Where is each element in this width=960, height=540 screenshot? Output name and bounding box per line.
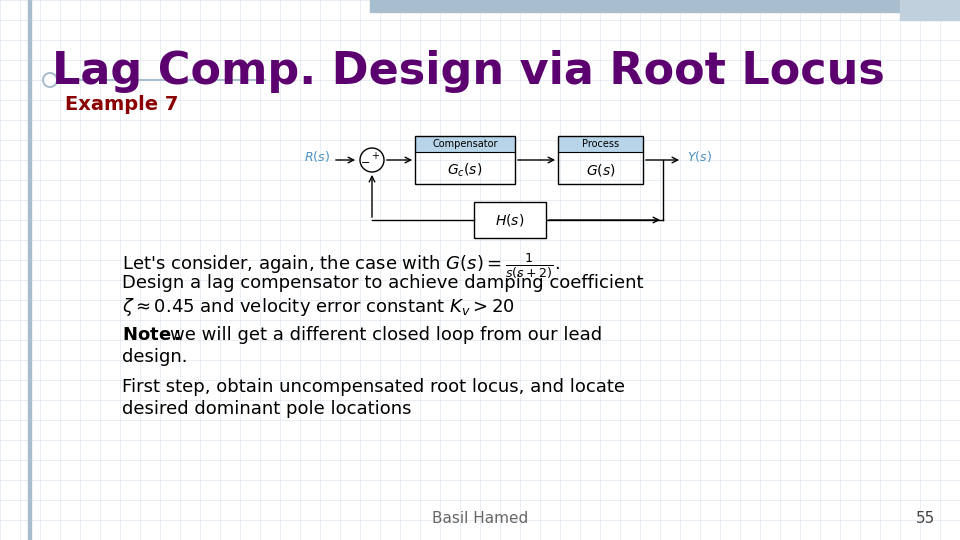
Text: Design a lag compensator to achieve damping coefficient: Design a lag compensator to achieve damp… (122, 274, 643, 292)
Text: Let's consider, again, the case with $G(s) = \frac{1}{s(s+2)}$.: Let's consider, again, the case with $G(… (122, 252, 560, 281)
Bar (370, 0, 960, 12)
Text: Example 7: Example 7 (65, 95, 179, 114)
Circle shape (43, 73, 57, 87)
Text: Basil Hamed: Basil Hamed (432, 511, 528, 526)
Text: $H(s)$: $H(s)$ (495, 212, 524, 228)
Text: First step, obtain uncompensated root locus, and locate: First step, obtain uncompensated root lo… (122, 378, 625, 396)
Text: we will get a different closed loop from our lead: we will get a different closed loop from… (170, 326, 602, 344)
FancyBboxPatch shape (558, 136, 643, 152)
Text: 55: 55 (916, 511, 935, 526)
Text: $\zeta \approx 0.45$ and velocity error constant $K_v > 20$: $\zeta \approx 0.45$ and velocity error … (122, 296, 515, 318)
FancyBboxPatch shape (474, 202, 546, 238)
Text: $Y(s)$: $Y(s)$ (687, 150, 711, 165)
Bar (900, 0, 960, 20)
Text: $G_c(s)$: $G_c(s)$ (447, 161, 483, 179)
Text: $R(s)$: $R(s)$ (304, 150, 330, 165)
Text: Lag Comp. Design via Root Locus: Lag Comp. Design via Root Locus (52, 50, 885, 93)
Text: Process: Process (582, 139, 619, 149)
Text: −: − (361, 158, 371, 168)
Text: +: + (371, 151, 379, 161)
Text: desired dominant pole locations: desired dominant pole locations (122, 400, 412, 418)
Text: $\bf{Note:}$: $\bf{Note:}$ (122, 326, 180, 344)
Text: Compensator: Compensator (432, 139, 497, 149)
Text: $G(s)$: $G(s)$ (586, 162, 615, 178)
Text: design.: design. (122, 348, 187, 366)
Bar (28, 0, 31, 540)
Circle shape (360, 148, 384, 172)
FancyBboxPatch shape (415, 136, 515, 152)
